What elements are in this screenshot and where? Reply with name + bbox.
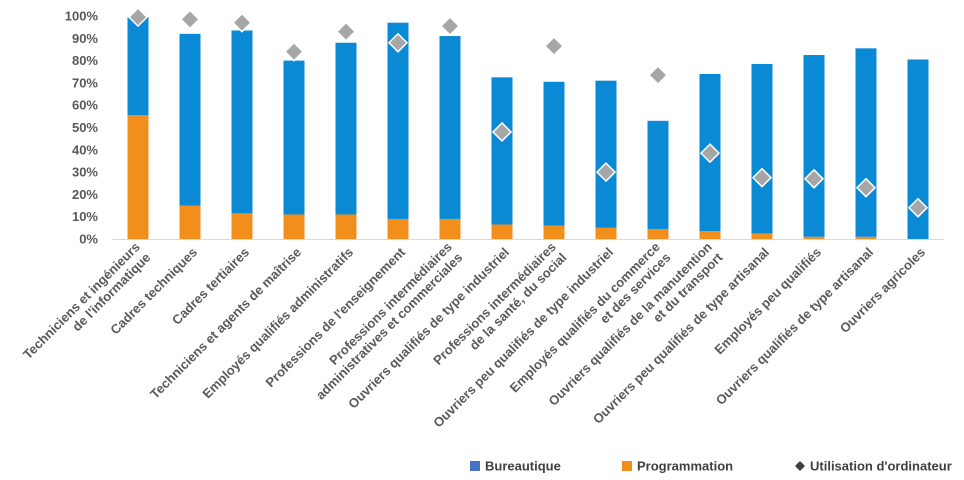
y-tick-label: 80% — [72, 53, 98, 68]
legend-swatch — [470, 461, 480, 471]
bar-programmation — [387, 218, 409, 239]
bar-programmation — [647, 228, 669, 239]
markers-layer — [127, 7, 929, 218]
bar-programmation — [699, 231, 721, 239]
bar-bureautique — [439, 36, 461, 219]
bar-bureautique — [179, 33, 201, 206]
y-tick-label: 70% — [72, 75, 98, 90]
bar-programmation — [803, 236, 825, 239]
bar-programmation — [231, 213, 253, 239]
bar-programmation — [491, 224, 513, 239]
y-tick-label: 0% — [79, 232, 98, 247]
marker-utilisation-ordinateur — [335, 21, 357, 42]
bar-bureautique — [335, 42, 357, 215]
marker-utilisation-ordinateur — [543, 36, 565, 57]
legend: Bureautique Programmation Utilisation d'or… — [470, 459, 952, 474]
bar-bureautique — [387, 22, 409, 219]
bar-programmation — [439, 218, 461, 239]
bar-programmation — [855, 236, 877, 239]
y-tick-label: 20% — [72, 187, 98, 202]
marker-utilisation-ordinateur — [231, 12, 253, 33]
legend-label: Bureautique — [485, 459, 561, 474]
bar-programmation — [335, 214, 357, 239]
marker-utilisation-ordinateur — [907, 197, 929, 218]
marker-utilisation-ordinateur — [387, 32, 409, 53]
marker-utilisation-ordinateur — [803, 168, 825, 189]
bar-bureautique — [491, 77, 513, 225]
x-axis: Techniciens et ingénieursde l'informatiq… — [20, 239, 944, 430]
marker-utilisation-ordinateur — [699, 143, 721, 164]
y-axis: 0% 10% 20% 30% 40% 50% 60% 70% 80% 90% 100% — [65, 9, 99, 247]
y-tick-label: 100% — [65, 9, 99, 24]
bar-bureautique — [907, 59, 929, 239]
bar-bureautique — [647, 120, 669, 229]
marker-utilisation-ordinateur — [127, 7, 149, 28]
bars-layer — [127, 17, 929, 239]
bar-bureautique — [751, 63, 773, 234]
legend-label: Programmation — [637, 459, 733, 474]
x-category-label: Employés peu qualifiés — [711, 245, 824, 358]
y-tick-label: 90% — [72, 31, 98, 46]
bar-bureautique — [803, 55, 825, 237]
legend-label: Utilisation d'ordinateur — [810, 459, 952, 474]
bar-bureautique — [543, 81, 565, 226]
bar-programmation — [543, 225, 565, 239]
marker-utilisation-ordinateur — [439, 15, 461, 37]
marker-utilisation-ordinateur — [595, 162, 617, 183]
marker-utilisation-ordinateur — [647, 65, 669, 86]
marker-utilisation-ordinateur — [491, 121, 513, 143]
bar-bureautique — [855, 48, 877, 237]
y-tick-label: 30% — [72, 165, 98, 180]
y-tick-label: 40% — [72, 142, 98, 157]
y-tick-label: 60% — [72, 98, 98, 113]
bar-bureautique — [127, 17, 149, 116]
marker-utilisation-ordinateur — [179, 9, 201, 30]
bar-bureautique — [595, 80, 617, 228]
bar-programmation — [179, 205, 201, 239]
bar-programmation — [751, 233, 773, 239]
bar-programmation — [127, 115, 149, 239]
legend-diamond — [795, 461, 805, 471]
y-tick-label: 10% — [72, 209, 98, 224]
marker-utilisation-ordinateur — [751, 167, 773, 188]
y-tick-label: 50% — [72, 120, 98, 135]
marker-utilisation-ordinateur — [283, 41, 305, 62]
bar-programmation — [283, 214, 305, 239]
bar-programmation — [595, 227, 617, 239]
bar-bureautique — [231, 30, 253, 214]
bar-bureautique — [283, 60, 305, 215]
marker-utilisation-ordinateur — [855, 177, 877, 198]
legend-swatch — [622, 461, 632, 471]
